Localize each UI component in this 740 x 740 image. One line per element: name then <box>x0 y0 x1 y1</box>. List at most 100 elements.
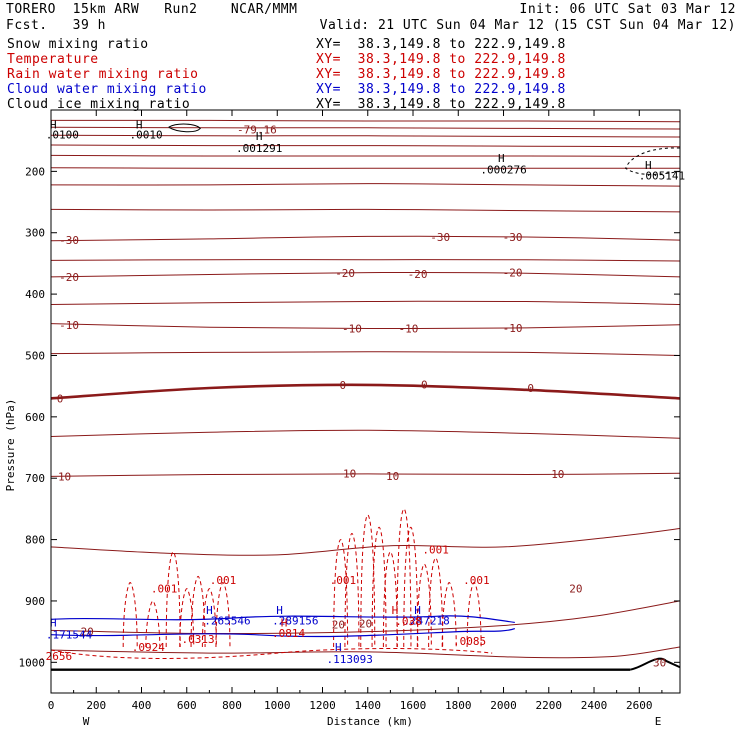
rain-label: H <box>392 604 399 617</box>
isotherm--30 <box>50 235 681 242</box>
isotherm-20 <box>50 600 681 635</box>
cloud-water-contour-bottom <box>50 627 516 638</box>
temperature-label: 10 <box>343 467 356 480</box>
isotherm--40 <box>50 183 681 187</box>
x-tick-label-1600: 1600 <box>400 699 427 712</box>
isotherm-25 <box>50 646 681 659</box>
rain-label: .001 <box>330 574 357 587</box>
cloud-water-label: .171544 <box>46 629 93 642</box>
field-name-cloud-ice: Cloud ice mixing ratio <box>7 97 191 112</box>
y-tick-label-800: 800 <box>25 534 45 547</box>
field-name-snow: Snow mixing ratio <box>7 37 149 52</box>
y-tick-label-900: 900 <box>25 595 45 608</box>
isotherm--55 <box>50 144 681 148</box>
temperature-label: -30 <box>503 231 523 244</box>
temperature-label: -30 <box>59 234 79 247</box>
temperature-label: 10 <box>58 470 71 483</box>
field-name-temperature: Temperature <box>7 52 99 67</box>
field-xy-cloud-water: XY= 38.3,149.8 to 222.9,149.8 <box>316 82 566 97</box>
field-name-cloud-water: Cloud water mixing ratio <box>7 82 207 97</box>
rain-label: .001 <box>151 583 178 596</box>
y-tick-label-500: 500 <box>25 349 45 362</box>
snow-label: .000276 <box>480 164 526 177</box>
x-end-label-east: E <box>655 715 662 728</box>
valid-time: Valid: 21 UTC Sun 04 Mar 12 (15 CST Sun … <box>319 18 736 33</box>
temperature-label: -20 <box>59 271 79 284</box>
snow-label: .0100 <box>46 129 79 142</box>
cloud-water-label: H <box>50 616 57 629</box>
temperature-label: 10 <box>551 468 564 481</box>
rain-label: .001 <box>463 574 490 587</box>
run-title: TORERO 15km ARW Run2 NCAR/MMM <box>6 2 298 17</box>
snow-contour-east <box>625 147 681 175</box>
x-tick-label-2200: 2200 <box>536 699 563 712</box>
x-tick-label-1800: 1800 <box>445 699 472 712</box>
temperature-label: 20 <box>359 618 372 631</box>
rain-contour <box>215 582 231 647</box>
isotherm-15 <box>50 528 681 556</box>
temperature-label: 20 <box>569 583 582 596</box>
x-tick-label-2400: 2400 <box>581 699 608 712</box>
temperature-label: 0 <box>340 379 347 392</box>
init-time: Init: 06 UTC Sat 03 Mar 12 <box>519 2 736 17</box>
isotherm--45 <box>50 167 680 169</box>
rain-label: .0814 <box>272 627 305 640</box>
isotherm--65 <box>50 126 681 130</box>
temperature-label: 20 <box>81 626 94 639</box>
isotherm--15 <box>50 300 681 305</box>
snow-label: H <box>498 152 505 165</box>
plot-frame <box>50 109 681 694</box>
cloud-water-label: .265546 <box>204 615 250 628</box>
isotherm--10 <box>50 323 681 330</box>
x-tick-label-0: 0 <box>48 699 55 712</box>
rain-contour <box>403 526 419 647</box>
temperature-label: 0 <box>421 378 428 391</box>
rain-contour <box>382 551 398 647</box>
rain-label: .0924 <box>132 641 165 654</box>
rain-label: .0313 <box>182 633 215 646</box>
temperature-label: 0 <box>527 382 534 395</box>
cloud-water-label: H <box>206 604 213 617</box>
rain-contour <box>360 514 376 647</box>
rain-contour <box>122 582 138 647</box>
rain-contour <box>145 600 161 647</box>
isotherm--50 <box>50 154 681 158</box>
snow-label: .001291 <box>236 142 282 155</box>
y-tick-label-600: 600 <box>25 411 45 424</box>
cloud-water-label: .289156 <box>272 615 318 628</box>
cloud-water-label: H <box>276 604 283 617</box>
x-tick-label-800: 800 <box>222 699 242 712</box>
rain-contour <box>466 582 482 647</box>
x-tick-label-2000: 2000 <box>490 699 517 712</box>
rain-label: .001 <box>210 574 237 587</box>
temperature-label: -10 <box>342 322 362 335</box>
rain-label: H <box>281 616 288 629</box>
isotherm--20 <box>50 272 681 278</box>
rain-contour <box>179 588 195 647</box>
isotherm--70 <box>50 119 681 123</box>
terrain-line-east <box>629 657 681 671</box>
rain-contour <box>371 526 387 647</box>
rain-contour <box>416 563 432 647</box>
temperature-label: 0 <box>57 392 64 405</box>
rain-contour <box>344 532 360 647</box>
x-tick-label-1000: 1000 <box>264 699 291 712</box>
snow-label: .0010 <box>129 129 162 142</box>
snow-label: H <box>256 130 263 143</box>
snow-label: H <box>50 119 57 132</box>
temperature-label: -10 <box>59 319 79 332</box>
x-tick-label-200: 200 <box>86 699 106 712</box>
rain-contour <box>428 557 444 647</box>
temperature-label: 30 <box>653 656 666 669</box>
y-tick-label-700: 700 <box>25 472 45 485</box>
rain-label: .0085 <box>453 635 486 648</box>
isotherm--5 <box>50 351 681 356</box>
snow-contour-west <box>168 123 202 133</box>
x-tick-label-600: 600 <box>177 699 197 712</box>
isotherm-5 <box>50 429 681 439</box>
temperature-label: -79.16 <box>237 124 277 137</box>
field-name-rain: Rain water mixing ratio <box>7 67 199 82</box>
cloud-water-label: H <box>414 604 421 617</box>
y-tick-label-1000: 1000 <box>19 656 46 669</box>
